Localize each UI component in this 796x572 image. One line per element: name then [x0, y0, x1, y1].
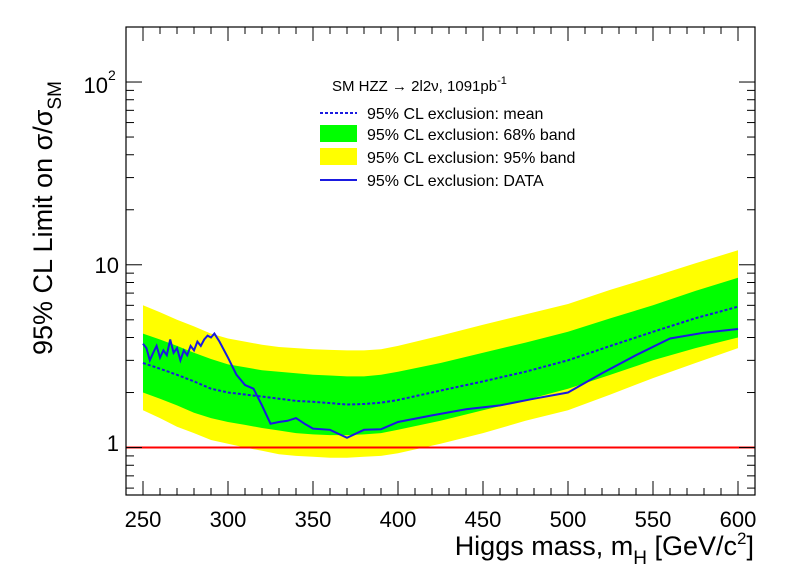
- x-tick-label: 500: [550, 507, 587, 532]
- legend: SM HZZ → 2l2ν, 1091pb-1 95% CL exclusion…: [320, 75, 575, 190]
- bands-layer: [143, 250, 738, 458]
- plot-frame: [125, 26, 756, 496]
- x-axis-title: Higgs mass, mH [GeV/c2]: [455, 529, 754, 569]
- y-axis-title: 95% CL Limit on σ/σSM: [28, 81, 66, 355]
- legend-label-mean: 95% CL exclusion: mean: [367, 106, 543, 123]
- legend-label-data: 95% CL exclusion: DATA: [367, 173, 544, 190]
- x-tick-labels: 250 300 350 400 450 500 550 600: [125, 507, 757, 532]
- legend-label-68: 95% CL exclusion: 68% band: [367, 127, 575, 144]
- band-68: [143, 277, 738, 436]
- x-tick-label: 400: [380, 507, 417, 532]
- series-mean: [142, 305, 739, 406]
- y-axis-ticks: [126, 26, 755, 489]
- x-tick-label: 550: [635, 507, 672, 532]
- series-data: [142, 328, 739, 439]
- legend-swatch-68: [320, 125, 357, 142]
- legend-label-95: 95% CL exclusion: 95% band: [367, 150, 575, 167]
- y-tick-label-10: 10: [95, 253, 119, 278]
- x-tick-label: 300: [210, 507, 247, 532]
- x-tick-label: 350: [295, 507, 332, 532]
- y-tick-label-100-exp: 2: [108, 67, 116, 83]
- y-tick-label-1: 1: [107, 431, 119, 456]
- lines-layer: [126, 305, 755, 449]
- x-tick-label: 600: [720, 507, 757, 532]
- x-tick-label: 250: [125, 507, 162, 532]
- y-tick-label-100-base: 10: [84, 73, 108, 98]
- x-tick-label: 450: [465, 507, 502, 532]
- x-axis-ticks: [125, 27, 756, 495]
- legend-swatch-95: [320, 148, 357, 165]
- legend-header: SM HZZ → 2l2ν, 1091pb-1: [332, 75, 507, 95]
